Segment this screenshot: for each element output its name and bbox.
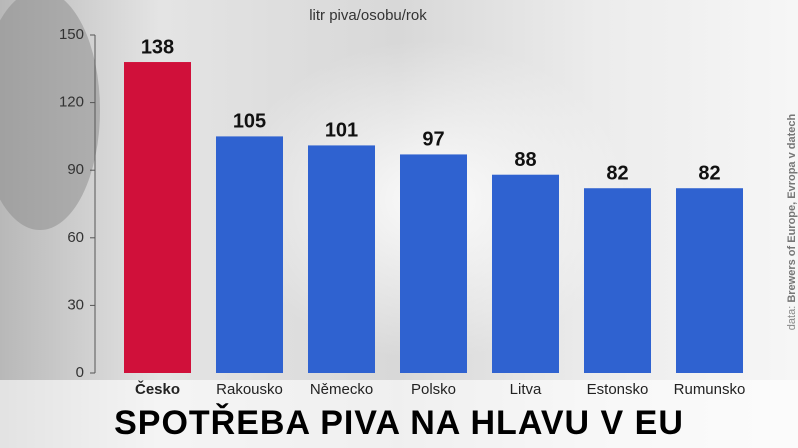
value-label: 138 [141,36,174,58]
background-bottom [0,380,798,448]
y-tick-label: 30 [67,296,84,313]
value-label: 82 [606,163,628,185]
y-tick-label: 60 [67,229,84,246]
bar [124,62,191,373]
y-axis-label: litr piva/osobu/rok [309,7,427,24]
bar [308,145,375,373]
bar [400,154,467,373]
y-tick-label: 120 [59,94,84,111]
x-tick-label: Estonsko [587,381,649,398]
x-tick-label: Německo [310,381,373,398]
value-label: 82 [698,163,720,185]
source-prefix: data: [786,306,798,330]
bar [492,174,559,373]
x-tick-label: Rakousko [216,381,283,398]
background-shape [0,0,100,230]
y-tick-label: 150 [59,26,84,43]
x-tick-label: Česko [135,380,180,398]
value-label: 101 [325,120,358,142]
bar [584,188,651,373]
bar [676,188,743,373]
x-tick-label: Litva [510,381,542,398]
y-tick-label: 0 [76,364,84,381]
bar [216,136,283,373]
value-label: 97 [422,129,444,151]
y-tick-label: 90 [67,161,84,178]
source-text: Brewers of Europe, Evropa v datech [786,114,798,303]
value-label: 88 [514,149,536,171]
x-tick-label: Rumunsko [674,381,746,398]
value-label: 105 [233,111,266,133]
chart-title: SPOTŘEBA PIVA NA HLAVU V EU [114,404,684,442]
source: data: Brewers of Europe, Evropa v datech [786,114,798,331]
x-tick-label: Polsko [411,381,456,398]
